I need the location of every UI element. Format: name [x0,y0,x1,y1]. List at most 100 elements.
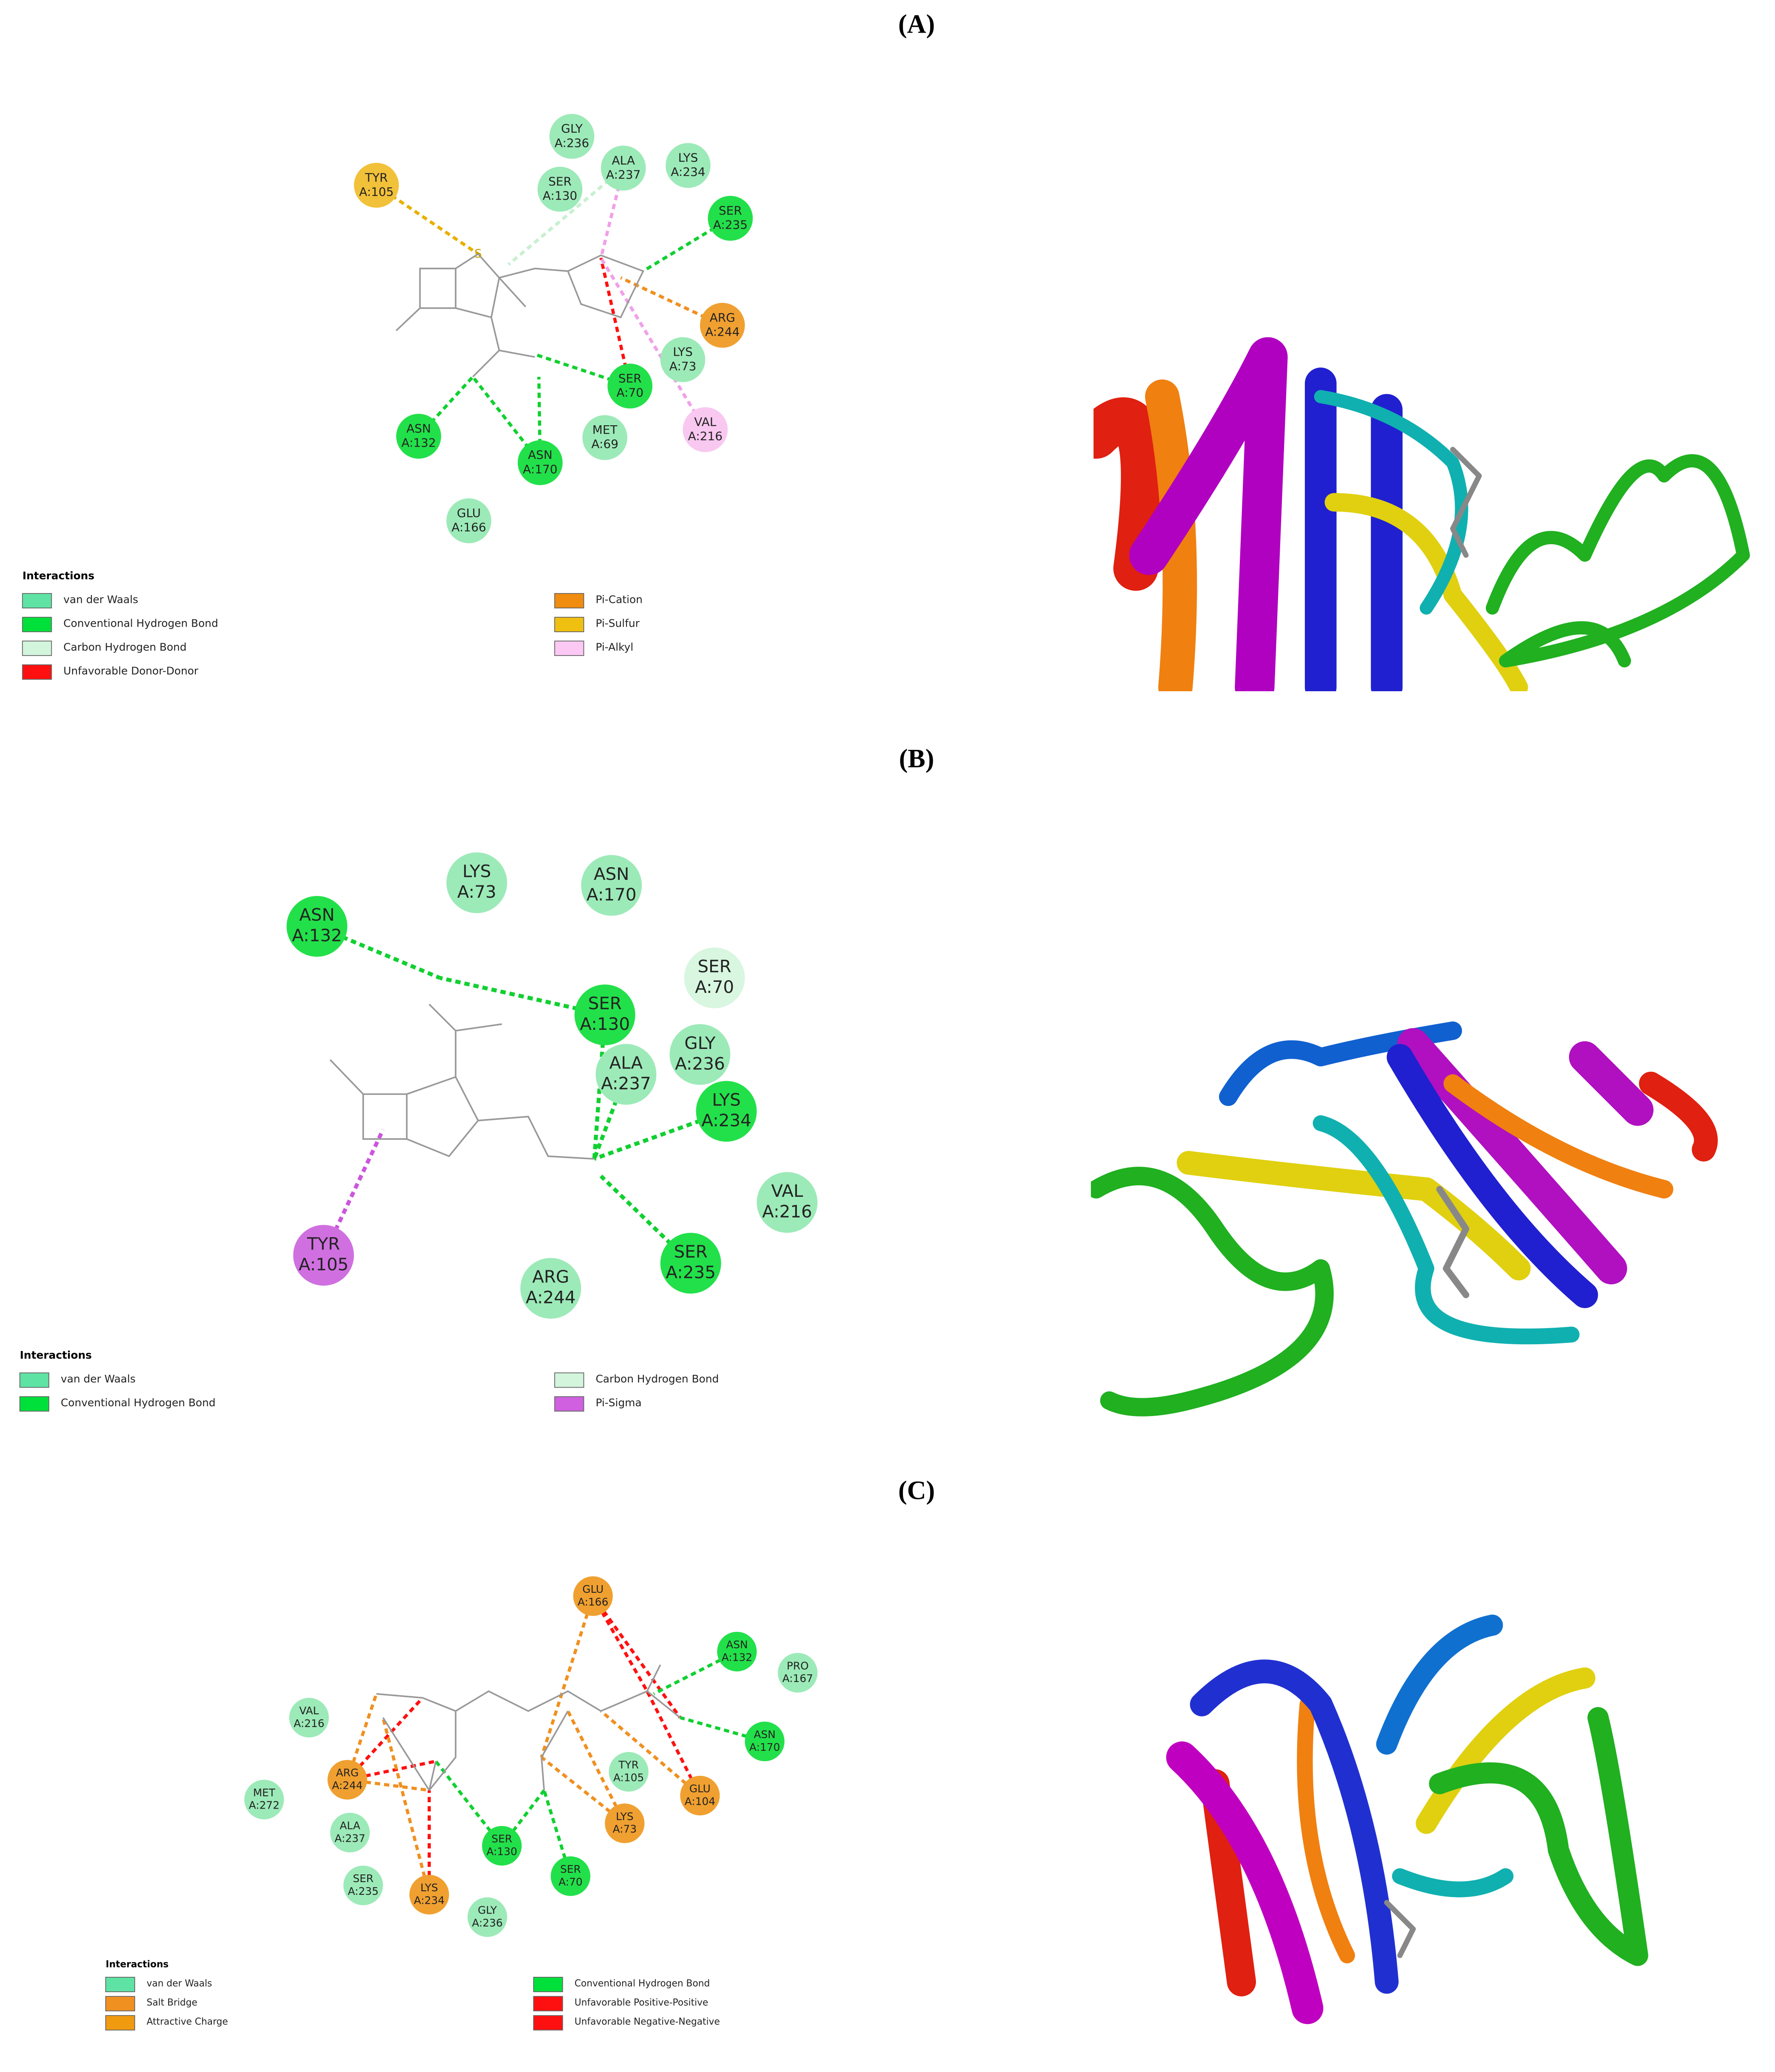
legend-label: Pi-Sigma [595,1396,641,1409]
residue-name: ARG [532,1266,569,1287]
interaction-line [346,1693,378,1781]
residue-name: ARG [336,1767,359,1779]
residue-circle [717,1631,757,1672]
residue-name: ASN [299,905,335,925]
residue-circle [581,855,642,916]
ligand-a: S [395,246,644,378]
legend-swatch [105,1976,135,1993]
residue-name: TYR [618,1758,639,1771]
residue-name: SER [353,1872,374,1885]
svg-text:S: S [474,246,482,260]
residue-id: A:73 [457,882,497,902]
legend-label: van der Waals [61,1373,135,1385]
legend-label: Unfavorable Negative-Negative [575,2017,720,2027]
legend-title: Interactions [23,569,94,582]
residue-circle [708,195,753,241]
interaction-line [642,217,731,273]
residue-id: A:104 [685,1795,715,1807]
panel-label: (B) [899,744,934,773]
residue-circle [684,947,745,1009]
residue-circle [289,1698,329,1738]
residue-name: SER [618,371,642,385]
interaction-line [566,1710,626,1824]
interaction-line [542,1789,572,1877]
residue-id: A:237 [335,1832,365,1844]
residue-circle [520,1258,581,1319]
residue-id: A:244 [526,1287,576,1308]
residue-name: ASN [726,1639,748,1651]
interaction-line [347,1759,436,1781]
interaction-line [592,1595,682,1719]
residue-id: A:235 [666,1262,716,1283]
residue-id: A:73 [612,1823,637,1835]
residue-id: A:105 [359,185,393,199]
residue-name: LYS [616,1810,634,1823]
residue-circle [549,114,595,159]
panel-label: (C) [898,1476,935,1505]
interaction-line [592,1074,628,1160]
residue-name: GLY [478,1904,497,1917]
legend-label: Carbon Hydrogen Bond [595,1373,719,1385]
interaction-line [381,1717,431,1895]
residue-id: A:235 [713,218,748,232]
residue-circle [293,1225,354,1286]
legend-swatch [533,1976,563,1993]
residue-name: LYS [712,1089,740,1110]
residue-circle [778,1653,818,1693]
residue-id: A:236 [675,1053,725,1074]
residue-name: ARG [710,311,735,325]
residue-circle [680,1775,720,1816]
legend-label: Pi-Sulfur [595,617,640,629]
residue-circle [573,1576,613,1616]
residue-name: ASN [754,1728,776,1741]
legend-label: Pi-Alkyl [595,641,633,653]
residue-id: A:70 [559,1876,583,1888]
residue-circle [467,1897,507,1937]
residue-name: ASN [406,421,431,435]
residue-name: MET [593,423,618,437]
residue-name: ALA [609,1052,643,1073]
legend-label: van der Waals [63,593,138,605]
residue-circle [660,337,705,382]
residue-circle [669,1024,731,1085]
legend-label: Conventional Hydrogen Bond [575,1978,710,1989]
legend-swatch [554,640,584,656]
panel-label: (A) [898,10,935,39]
residue-circle [696,1081,757,1142]
interaction-line [653,1650,738,1696]
residue-name: VAL [299,1705,319,1717]
residue-id: A:105 [613,1771,644,1784]
residue-circle [244,1780,284,1820]
residue-id: A:130 [543,189,577,203]
legend-title: Interactions [20,1349,92,1361]
residue-id: A:132 [722,1651,752,1663]
residue-name: SER [560,1863,581,1875]
residue-name: ALA [340,1820,360,1832]
residue-circle [582,415,627,460]
legend-label: Carbon Hydrogen Bond [63,641,186,653]
legend-label: Salt Bridge [147,1998,198,2008]
residue-circle [595,1044,657,1105]
residue-name: ASN [594,864,629,884]
interaction-line [599,257,707,431]
residue-id: A:73 [669,359,697,373]
legend-swatch [105,1996,135,2012]
residue-circle [330,1812,370,1853]
residue-name: VAL [771,1181,804,1201]
residue-id: A:234 [414,1894,444,1907]
residue-id: A:130 [580,1014,630,1034]
legend-swatch [22,593,52,608]
legend-swatch [22,640,52,656]
residue-id: A:105 [299,1254,349,1275]
legend-label: Unfavorable Donor-Donor [63,664,198,677]
residue-id: A:234 [701,1110,751,1131]
residue-name: LYS [420,1882,438,1894]
residue-circle [607,363,653,409]
residue-name: VAL [694,415,716,429]
residue-id: A:70 [695,977,734,997]
legend-swatch [19,1396,49,1412]
residue-id: A:70 [616,385,643,399]
residue-name: GLU [582,1583,604,1595]
legend-label: van der Waals [147,1978,212,1989]
